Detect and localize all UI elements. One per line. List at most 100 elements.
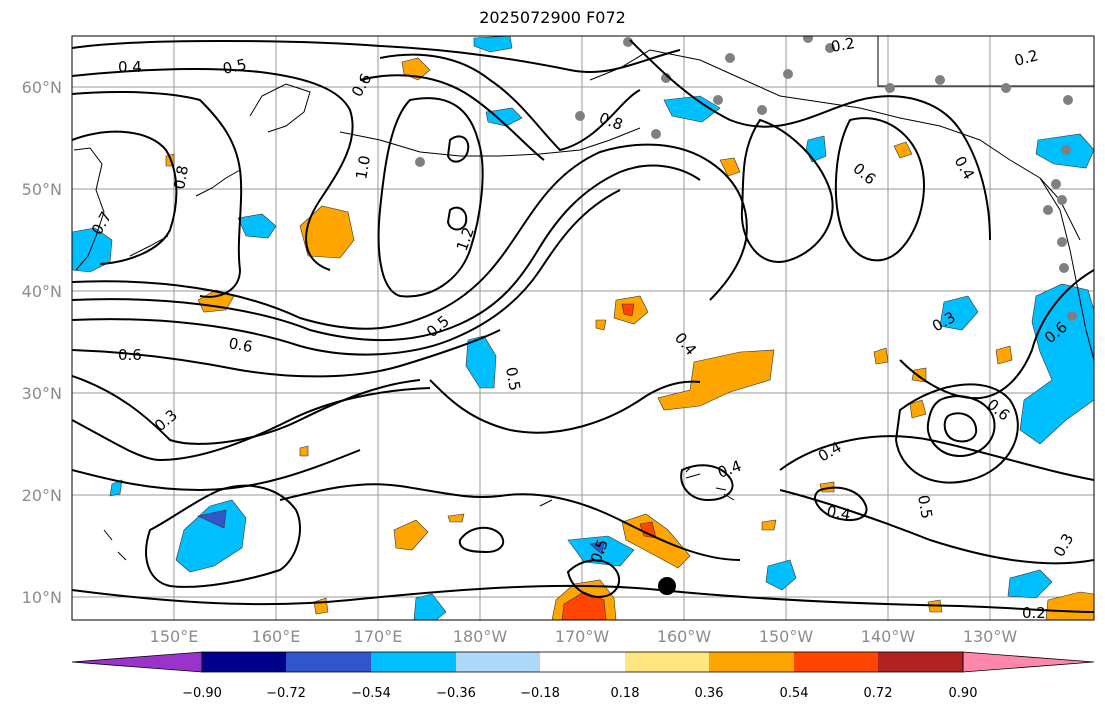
station-dot (713, 95, 723, 105)
contour-label: 0.6 (227, 334, 254, 356)
contour-line (72, 584, 1094, 613)
positive-region (621, 303, 635, 317)
station-dot (935, 75, 945, 85)
colorbar-tick-label: 0.54 (780, 686, 809, 701)
colorbar-segment (540, 652, 625, 672)
coastline-na-west (1039, 177, 1094, 361)
lon-axis: 150°E 160°E 170°E 180°W 170°W 160°W 150°… (150, 627, 1018, 646)
positive-region (761, 519, 777, 531)
contour-lines (72, 39, 1094, 613)
colorbar-extend-min (71, 651, 203, 673)
contour-line (145, 484, 301, 588)
colorbar-segment (794, 652, 878, 672)
lon-tick-label: 150°E (150, 627, 199, 646)
contour-line (72, 164, 701, 341)
contour-label: 0.2 (1012, 46, 1040, 70)
colorbar-tick-label: −0.54 (351, 686, 391, 701)
contour-line (429, 379, 701, 434)
contour-line (379, 53, 641, 152)
positive-region (401, 57, 431, 81)
contour-line (740, 118, 834, 263)
contour-line (72, 130, 178, 265)
positive-region (719, 157, 741, 177)
contour-line (359, 74, 545, 161)
contour-line (279, 483, 741, 561)
map-frame (71, 35, 1095, 621)
negative-region (465, 335, 497, 389)
station-dot (1057, 237, 1067, 247)
positive-region (393, 519, 429, 551)
station-dot (825, 43, 835, 53)
negative-region (175, 499, 247, 573)
colorbar-segment (456, 652, 540, 672)
colorbar-segment (878, 652, 963, 672)
station-dot (651, 129, 661, 139)
positive-region (561, 591, 607, 620)
colorbar-segment (625, 652, 709, 672)
lat-tick-label: 50°N (22, 180, 62, 199)
contour-line (899, 269, 1094, 400)
contour-label: 0.2 (1022, 604, 1046, 622)
positive-region (1045, 591, 1094, 620)
contour-line (779, 489, 1094, 565)
station-dot (783, 69, 793, 79)
negative-region (413, 593, 447, 620)
negative-region (1007, 569, 1053, 599)
colorbar-tick-label: −0.90 (182, 686, 222, 701)
negative-region (197, 509, 227, 529)
lat-tick-label: 20°N (22, 486, 62, 505)
negative-region (237, 213, 277, 239)
coastline-aleutians (339, 127, 641, 157)
lon-tick-label: 160°E (252, 627, 301, 646)
colorbar-tick-label: −0.72 (266, 686, 306, 701)
station-dot (885, 83, 895, 93)
contour-line (72, 40, 681, 73)
region-box (877, 36, 1094, 87)
contour-line (72, 449, 361, 492)
colorbar-tick-label: 0.90 (949, 686, 978, 701)
coastlines (73, 36, 1094, 561)
positive-region (909, 399, 927, 419)
station-dot (1051, 179, 1061, 189)
contour-line (458, 526, 505, 554)
station-dot (757, 105, 767, 115)
contour-line (377, 97, 484, 298)
colorbar-segment (286, 652, 371, 672)
colorbar-tick-label: 0.72 (864, 686, 893, 701)
positive-region (995, 345, 1013, 365)
positive-region (299, 445, 309, 457)
positive-region (447, 513, 465, 523)
contour-line (926, 395, 996, 458)
colorbar-frame (201, 651, 964, 673)
coastline-islands (103, 473, 727, 561)
gridlines (72, 36, 1094, 620)
colorbar-extend-max (962, 651, 1095, 673)
contour-line (72, 375, 421, 445)
colorbar-labels: −0.90 −0.72 −0.54 −0.36 −0.18 0.18 0.36 … (182, 686, 977, 701)
station-dot (1059, 263, 1069, 273)
contour-line (894, 383, 1019, 484)
colorbar-segment (709, 652, 794, 672)
contour-line (834, 117, 925, 262)
station-dot (1063, 95, 1073, 105)
lon-tick-label: 130°W (963, 627, 1018, 646)
contour-label: 0.8 (170, 164, 192, 191)
contour-line (72, 387, 431, 462)
colorbar-tick-label: −0.18 (520, 686, 560, 701)
contour-line (72, 68, 354, 271)
contour-label: 0.5 (502, 366, 524, 393)
station-dots (415, 36, 1077, 321)
station-dot (415, 157, 425, 167)
station-dot (1057, 195, 1067, 205)
lon-tick-label: 170°W (555, 627, 610, 646)
contour-line (72, 143, 748, 330)
contour-line (566, 559, 621, 598)
colorbar-segment (202, 652, 286, 672)
coastline-kurils (129, 169, 241, 257)
lon-tick-label: 140°W (861, 627, 916, 646)
contour-label: 0.4 (825, 502, 852, 524)
station-dot (803, 36, 813, 43)
lat-axis: 60°N 50°N 40°N 30°N 20°N 10°N (22, 78, 62, 607)
colorbar-tick-label: 0.18 (611, 686, 640, 701)
